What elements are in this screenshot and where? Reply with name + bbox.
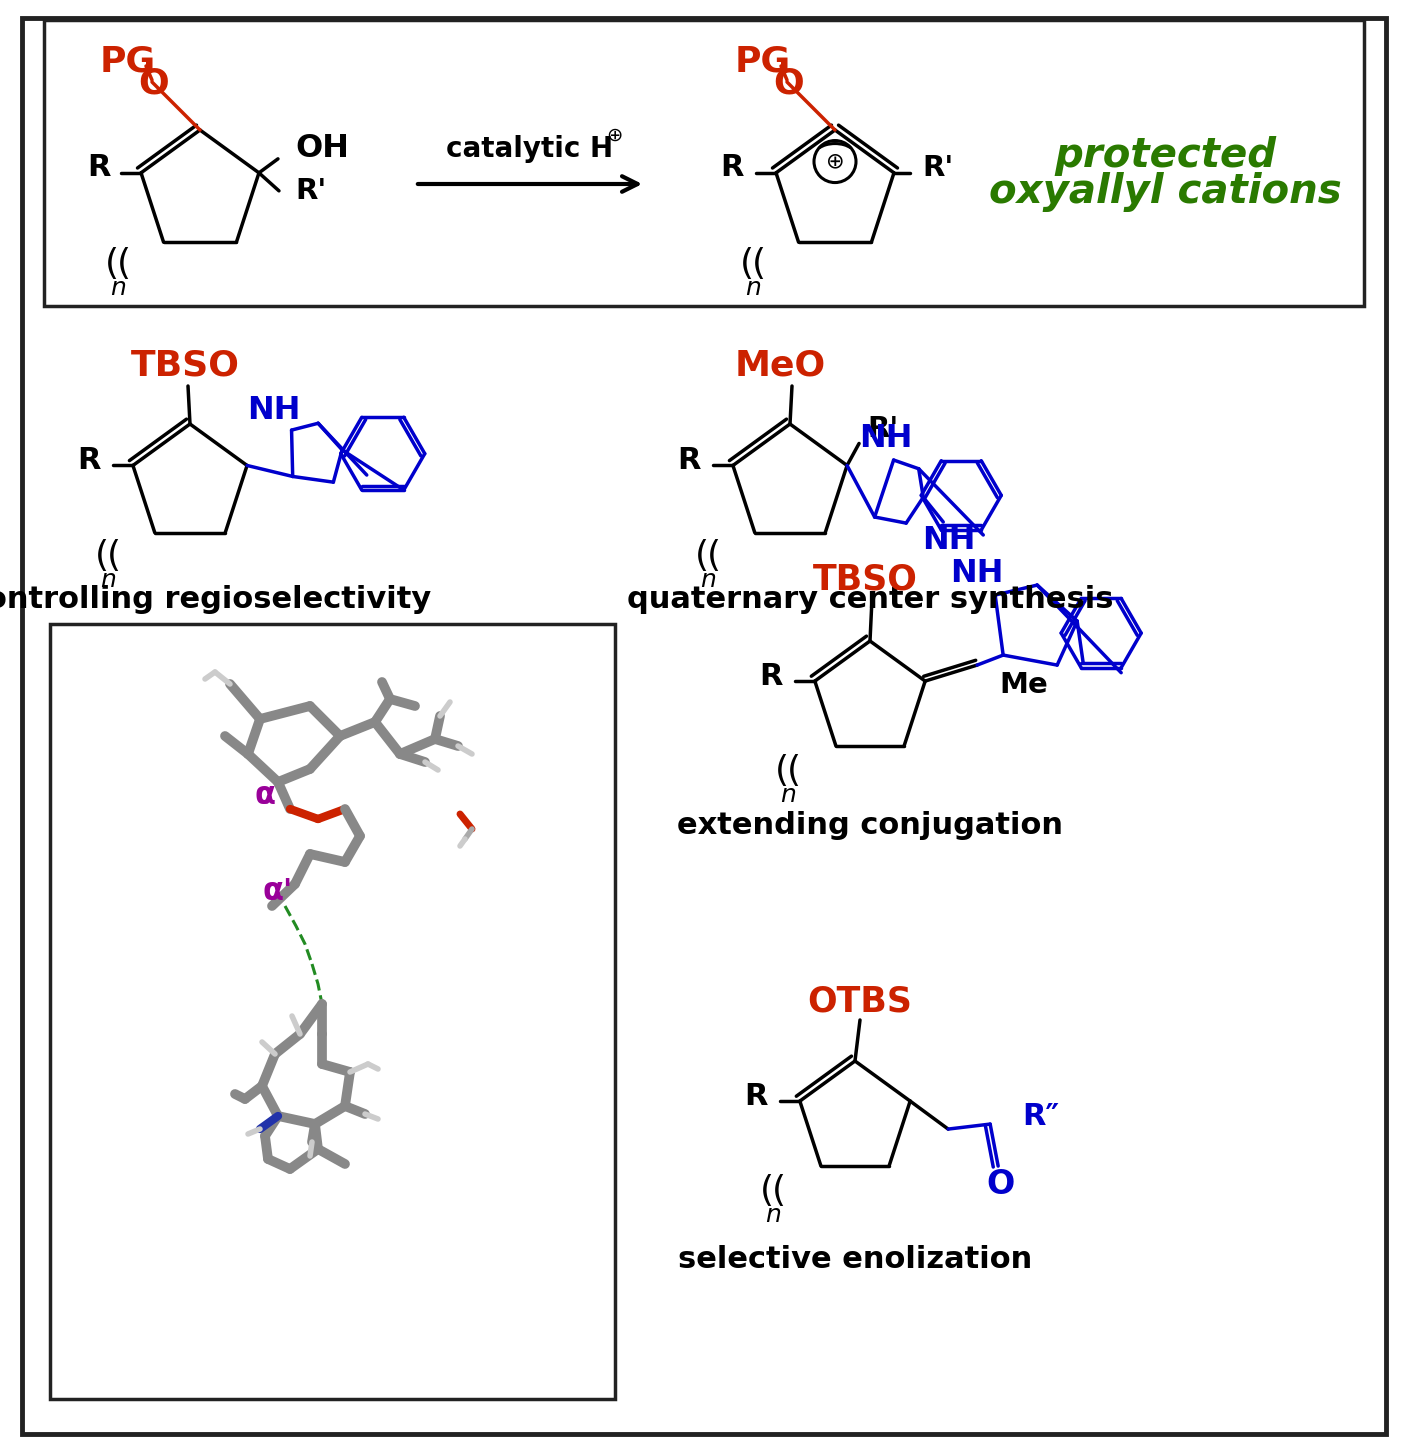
Text: R: R [745,1082,767,1111]
Text: ⊕: ⊕ [825,151,845,172]
Text: (: ( [787,755,801,788]
Text: R: R [87,153,111,182]
Text: NH: NH [950,557,1004,589]
Text: R': R' [867,416,898,443]
Text: quaternary center synthesis: quaternary center synthesis [627,585,1114,614]
Text: n: n [700,569,715,592]
Text: TBSO: TBSO [812,563,918,596]
Text: n: n [745,276,760,300]
Text: α': α' [263,878,293,906]
Text: OH: OH [294,134,349,164]
Text: (: ( [94,539,108,573]
Bar [51,624,615,1399]
Text: n: n [780,784,796,807]
Text: protected: protected [1055,137,1276,176]
Text: oxyallyl cations: oxyallyl cations [988,172,1342,212]
Text: R: R [677,446,701,475]
Text: ⊕: ⊕ [605,125,622,144]
Text: (: ( [760,1173,774,1208]
Text: (: ( [106,247,120,281]
Text: controlling regioselectivity: controlling regioselectivity [0,585,432,614]
Text: OTBS: OTBS [808,984,912,1018]
Text: NH: NH [859,423,912,454]
Text: n: n [110,276,125,300]
Text: NH: NH [922,525,976,555]
Text: R: R [77,446,101,475]
Text: R: R [759,662,783,691]
Text: (: ( [107,539,121,573]
Text: (: ( [772,1173,786,1208]
Text: O: O [986,1168,1014,1201]
Text: Me: Me [1000,672,1048,699]
Text: R″: R″ [1022,1102,1059,1131]
Text: R': R' [922,154,953,182]
Text: (: ( [774,755,788,788]
Text: R: R [721,153,743,182]
Text: (: ( [696,539,710,573]
Text: n: n [100,569,115,592]
Text: PG: PG [735,45,791,79]
Text: O: O [138,67,169,100]
Bar [44,20,1364,305]
Text: (: ( [707,539,721,573]
Text: NH: NH [246,394,300,426]
Text: PG: PG [100,45,156,79]
Text: MeO: MeO [735,349,825,382]
Text: TBSO: TBSO [131,349,239,382]
Text: selective enolization: selective enolization [677,1245,1032,1274]
Text: extending conjugation: extending conjugation [677,811,1063,840]
Text: (: ( [741,247,755,281]
Text: catalytic H: catalytic H [446,135,614,163]
Text: R': R' [294,177,327,205]
Text: O: O [773,67,804,100]
Text: (: ( [752,247,766,281]
Text: α: α [255,781,276,810]
Text: (: ( [117,247,131,281]
Text: n: n [765,1202,781,1227]
